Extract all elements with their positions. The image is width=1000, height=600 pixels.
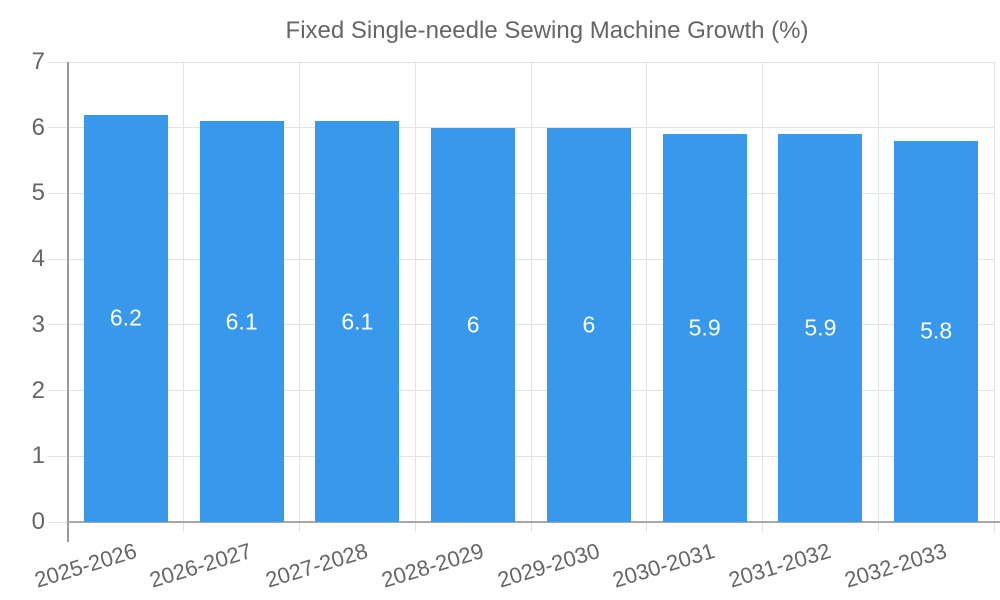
bar[interactable]: 5.9 [778, 134, 863, 522]
bar[interactable]: 5.8 [894, 140, 979, 522]
y-tick-mark [48, 455, 68, 457]
bar-value-label: 6 [466, 311, 480, 338]
x-axis-line [68, 521, 1000, 523]
y-tick-label: 5 [31, 179, 45, 207]
legend: Fixed Single-needle Sewing Machine Growt… [0, 16, 1000, 46]
bar[interactable]: 6.1 [199, 121, 284, 522]
x-tick-mark [993, 522, 995, 532]
y-tick-mark [48, 521, 68, 523]
y-axis-line [67, 62, 69, 542]
bar-value-label: 6.2 [109, 304, 142, 331]
x-grid-line [646, 62, 648, 522]
x-tick-mark [299, 522, 300, 532]
x-tick-mark [183, 522, 185, 532]
bar-value-label: 5.9 [804, 314, 837, 341]
y-tick-mark [48, 390, 68, 392]
bar-value-label: 6.1 [341, 308, 374, 335]
y-tick-mark [48, 127, 68, 129]
x-tick-mark [762, 522, 763, 532]
y-tick-label: 2 [31, 376, 45, 404]
y-tick-mark [48, 192, 68, 194]
bar[interactable]: 6.1 [315, 121, 400, 522]
bar-value-label: 5.9 [688, 314, 721, 341]
bar-value-label: 6.1 [225, 308, 258, 335]
y-tick-label: 0 [31, 508, 45, 535]
x-tick-mark [646, 522, 648, 532]
x-grid-line [530, 62, 532, 522]
y-tick-label: 3 [31, 310, 45, 338]
legend-swatch [192, 20, 276, 42]
x-tick-mark [414, 522, 416, 532]
y-tick-mark [48, 324, 68, 326]
y-tick-mark [48, 61, 68, 63]
x-tick-label: 2030-2031 [610, 538, 718, 593]
y-tick-label: 7 [31, 48, 45, 75]
y-tick-label: 6 [31, 113, 45, 141]
legend-item[interactable]: Fixed Single-needle Sewing Machine Growt… [192, 16, 809, 46]
bar[interactable]: 6 [431, 127, 516, 522]
bar-value-label: 6 [582, 311, 596, 338]
x-grid-line [414, 62, 416, 522]
y-tick-label: 4 [31, 245, 45, 273]
plot-area: 0 1 2 3 4 5 6 7 6.2 6.1 6.1 6 6 5.9 5.9 5.8 2025-2026 202… [31, 48, 1000, 593]
bar[interactable]: 6 [546, 127, 631, 522]
x-tick-label: 2026-2027 [147, 538, 255, 593]
x-tick-label: 2032-2033 [841, 538, 950, 593]
bar[interactable]: 6.2 [83, 114, 168, 522]
bar[interactable]: 5.9 [662, 134, 747, 522]
x-grid-line [299, 62, 300, 522]
x-tick-label: 2028-2029 [378, 538, 487, 593]
legend-label: Fixed Single-needle Sewing Machine Growt… [285, 17, 809, 44]
x-tick-mark [530, 522, 532, 532]
x-tick-label: 2031-2032 [725, 538, 834, 593]
x-grid-line [993, 62, 995, 522]
y-tick-mark [48, 258, 68, 260]
x-grid-line [183, 62, 185, 522]
bar-value-label: 5.8 [920, 317, 953, 344]
x-tick-mark [877, 522, 879, 532]
x-tick-label: 2029-2030 [494, 538, 603, 593]
x-grid-line [762, 62, 763, 522]
x-grid-line [877, 62, 879, 522]
y-tick-label: 1 [31, 442, 45, 470]
x-tick-label: 2025-2026 [31, 538, 140, 593]
x-tick-label: 2027-2028 [262, 538, 371, 593]
